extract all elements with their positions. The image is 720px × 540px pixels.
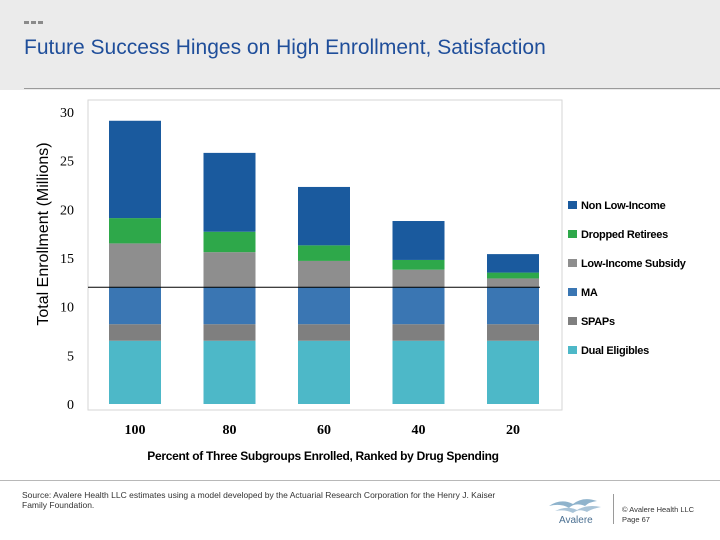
header-divider	[24, 88, 720, 89]
bar-segment-dual-eligibles-100	[109, 340, 161, 404]
legend-swatch-dual-eligibles	[568, 346, 577, 354]
legend-swatch-non-low-income	[568, 201, 577, 209]
legend-swatch-spaps	[568, 317, 577, 325]
page-number: Page 67	[622, 515, 650, 524]
logo-text: Avalere	[559, 515, 593, 526]
bar-segment-dropped-retirees-100	[109, 218, 161, 244]
source-note: Source: Avalere Health LLC estimates usi…	[22, 490, 496, 510]
bar-segment-spaps-60	[298, 324, 350, 341]
x-axis-label: Percent of Three Subgroups Enrolled, Ran…	[147, 449, 498, 463]
bar-segment-ma-60	[298, 287, 350, 325]
bar-segment-non-low-income-60	[298, 186, 350, 246]
bar-segment-dropped-retirees-40	[392, 259, 445, 270]
y-tick-label: 5	[67, 349, 74, 364]
legend-label-dropped-retirees: Dropped Retirees	[581, 229, 668, 241]
bar-segment-dual-eligibles-80	[203, 340, 256, 404]
bar-segment-ma-100	[109, 287, 161, 325]
bar-segment-low-income-subsidy-80	[203, 252, 256, 288]
y-tick-label: 0	[67, 398, 74, 413]
bar-segment-spaps-80	[203, 324, 256, 341]
bar-segment-spaps-40	[392, 324, 445, 341]
y-tick-label: 10	[60, 301, 74, 316]
legend-label-non-low-income: Non Low-Income	[581, 200, 666, 212]
y-tick-label: 30	[60, 106, 74, 121]
header-dots-icon	[24, 21, 43, 24]
bar-segment-non-low-income-100	[109, 120, 161, 219]
y-tick-label: 15	[60, 252, 74, 267]
y-tick-label: 25	[60, 155, 74, 170]
legend-label-dual-eligibles: Dual Eligibles	[581, 345, 649, 357]
bar-segment-non-low-income-20	[487, 254, 539, 273]
bar-segment-dual-eligibles-60	[298, 340, 350, 404]
x-tick-label: 20	[506, 423, 520, 438]
bar-segment-spaps-20	[487, 324, 539, 341]
x-tick-label: 40	[412, 423, 426, 438]
bar-segment-ma-20	[487, 287, 539, 325]
legend-label-ma: MA	[581, 287, 598, 299]
y-tick-label: 20	[60, 203, 74, 218]
bar-segment-low-income-subsidy-100	[109, 243, 161, 288]
bar-segment-dual-eligibles-40	[392, 340, 445, 404]
bar-segment-spaps-100	[109, 324, 161, 341]
bar-segment-dropped-retirees-20	[487, 272, 539, 279]
legend-swatch-dropped-retirees	[568, 230, 577, 238]
bar-segment-low-income-subsidy-60	[298, 260, 350, 288]
bar-segment-ma-40	[392, 287, 445, 325]
legend-swatch-ma	[568, 288, 577, 296]
footer-divider	[0, 480, 720, 481]
legend-label-low-income-subsidy: Low-Income Subsidy	[581, 258, 687, 270]
page-title: Future Success Hinges on High Enrollment…	[24, 36, 546, 59]
bar-segment-low-income-subsidy-40	[392, 269, 445, 288]
avalere-logo: Avalere	[549, 499, 601, 526]
bar-segment-dropped-retirees-60	[298, 245, 350, 261]
bar-segment-ma-80	[203, 287, 256, 325]
x-tick-label: 80	[223, 423, 237, 438]
copyright-block: © Avalere Health LLC Page 67	[622, 505, 694, 525]
bar-segment-dropped-retirees-80	[203, 231, 256, 253]
bar-segment-non-low-income-80	[203, 152, 256, 232]
stacked-bar-chart: 0 5 10 15 20 25 30 100 80 60 40 20 Non Low-Income D…	[60, 99, 687, 463]
legend-label-spaps: SPAPs	[581, 316, 615, 328]
x-tick-label: 100	[125, 423, 146, 438]
copyright-text: © Avalere Health LLC	[622, 505, 695, 514]
legend-swatch-low-income-subsidy	[568, 259, 577, 267]
bar-segment-low-income-subsidy-20	[487, 278, 539, 288]
header-band	[0, 0, 720, 90]
x-tick-label: 60	[317, 423, 331, 438]
bar-segment-dual-eligibles-20	[487, 340, 539, 404]
bar-segment-non-low-income-40	[392, 221, 445, 260]
logo-divider	[613, 494, 614, 524]
